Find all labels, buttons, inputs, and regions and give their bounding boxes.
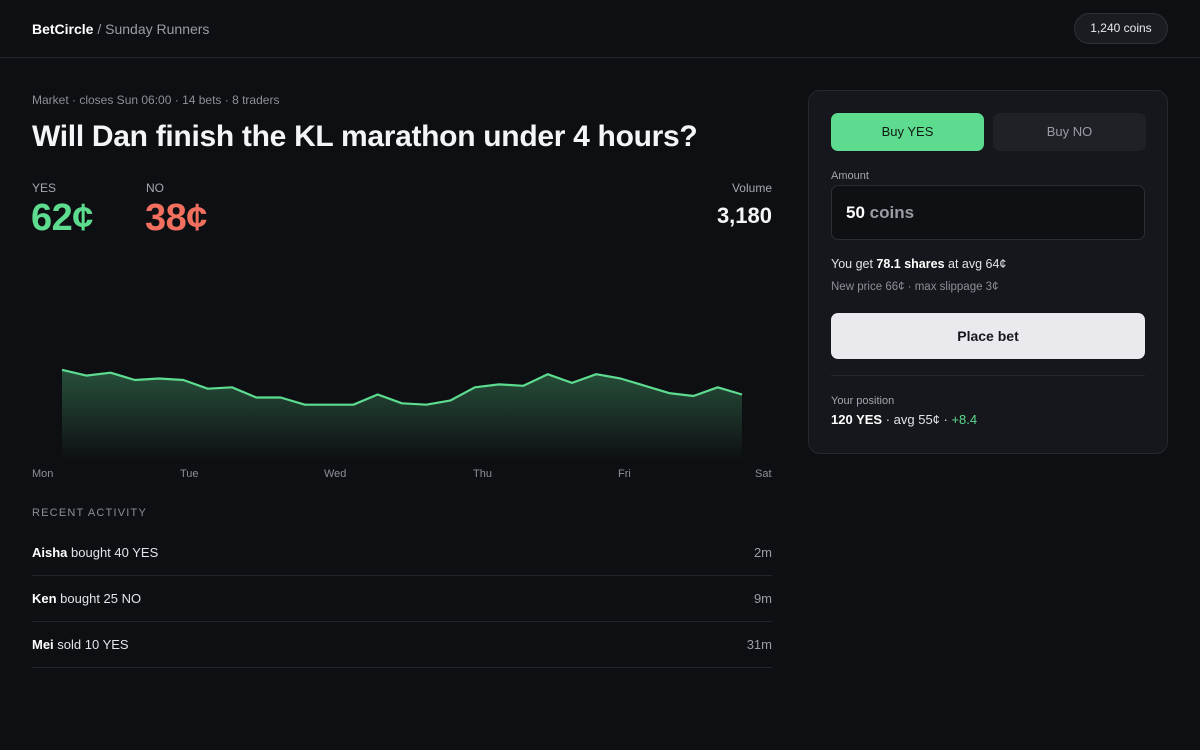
position-average: · avg 55¢ · bbox=[882, 412, 951, 427]
activity-action: sold 10 YES bbox=[54, 637, 129, 652]
summary-suffix: at avg 64¢ bbox=[945, 257, 1007, 271]
trade-summary: You get 78.1 shares at avg 64¢ bbox=[831, 257, 1006, 271]
x-tick-mon: Mon bbox=[32, 468, 53, 480]
activity-user[interactable]: Ken bbox=[32, 591, 57, 606]
recent-activity-heading: RECENT ACTIVITY bbox=[32, 507, 147, 519]
breadcrumb-separator: / bbox=[93, 21, 105, 37]
x-tick-sat: Sat bbox=[755, 468, 772, 480]
amount-unit: coins bbox=[865, 203, 914, 222]
activity-action: bought 25 NO bbox=[57, 591, 142, 606]
yes-price: 62¢ bbox=[31, 197, 93, 240]
panel-divider bbox=[831, 375, 1145, 376]
position-pnl: +8.4 bbox=[951, 412, 977, 427]
activity-time: 2m bbox=[754, 545, 772, 560]
market-meta: Market · closes Sun 06:00 · 14 bets · 8 … bbox=[32, 93, 279, 107]
position-quantity: 120 YES bbox=[831, 412, 882, 427]
activity-time: 31m bbox=[747, 637, 772, 652]
summary-shares: 78.1 shares bbox=[876, 257, 944, 271]
activity-row: Ken bought 25 NO 9m bbox=[32, 576, 772, 622]
buy-yes-tab[interactable]: Buy YES bbox=[831, 113, 984, 151]
group-name[interactable]: Sunday Runners bbox=[105, 21, 209, 37]
trade-panel: Buy YES Buy NO Amount 50 coins You get 7… bbox=[808, 90, 1168, 454]
yes-price-label: YES bbox=[32, 181, 56, 195]
activity-row: Mei sold 10 YES 31m bbox=[32, 622, 772, 668]
volume-value: 3,180 bbox=[717, 203, 772, 229]
app-name[interactable]: BetCircle bbox=[32, 21, 93, 37]
summary-prefix: You get bbox=[831, 257, 876, 271]
place-bet-button[interactable]: Place bet bbox=[831, 313, 1145, 359]
activity-row: Aisha bought 40 YES 2m bbox=[32, 530, 772, 576]
activity-user[interactable]: Mei bbox=[32, 637, 54, 652]
position-summary: 120 YES · avg 55¢ · +8.4 bbox=[831, 412, 977, 427]
x-tick-thu: Thu bbox=[473, 468, 492, 480]
x-tick-tue: Tue bbox=[180, 468, 199, 480]
top-bar: BetCircle / Sunday Runners 1,240 coins bbox=[0, 0, 1200, 58]
volume-label: Volume bbox=[732, 181, 772, 195]
amount-label: Amount bbox=[831, 170, 869, 182]
activity-time: 9m bbox=[754, 591, 772, 606]
x-tick-fri: Fri bbox=[618, 468, 631, 480]
price-impact-note: New price 66¢ · max slippage 3¢ bbox=[831, 281, 998, 293]
amount-value[interactable]: 50 bbox=[846, 203, 865, 222]
activity-user[interactable]: Aisha bbox=[32, 545, 67, 560]
coin-balance-badge[interactable]: 1,240 coins bbox=[1074, 13, 1168, 44]
no-price: 38¢ bbox=[145, 197, 207, 240]
price-chart bbox=[32, 300, 772, 460]
x-tick-wed: Wed bbox=[324, 468, 346, 480]
amount-input[interactable]: 50 coins bbox=[831, 185, 1145, 240]
no-price-label: NO bbox=[146, 181, 164, 195]
buy-no-tab[interactable]: Buy NO bbox=[993, 113, 1146, 151]
breadcrumb: BetCircle / Sunday Runners bbox=[32, 21, 209, 37]
activity-action: bought 40 YES bbox=[67, 545, 158, 560]
position-label: Your position bbox=[831, 395, 894, 407]
market-title: Will Dan finish the KL marathon under 4 … bbox=[32, 120, 697, 154]
